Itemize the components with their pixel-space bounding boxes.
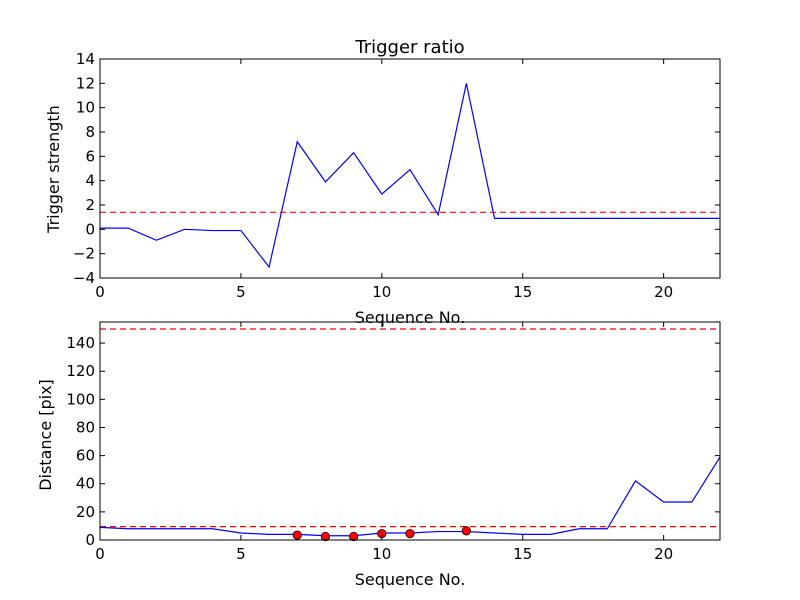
series-line	[100, 83, 720, 269]
series-line	[99, 456, 721, 537]
y-tick-label: 2	[85, 196, 95, 214]
x-tick-label: 20	[654, 283, 673, 301]
y-tick-label: 8	[85, 123, 95, 141]
y-axis-label: Trigger strength	[44, 105, 63, 234]
y-tick-label: 6	[85, 147, 95, 165]
y-tick-label: 80	[76, 418, 95, 436]
x-tick-label: 20	[654, 545, 673, 563]
data-point	[349, 531, 359, 542]
y-tick-label: 10	[76, 99, 95, 117]
y-tick-label: 14	[76, 50, 95, 68]
x-tick-label: 10	[372, 283, 391, 301]
distance-plot: Sequence No. Distance [pix] 0 5 10 15 20 0 20 4…	[36, 321, 721, 589]
x-tick-label: 15	[513, 545, 532, 563]
y-tick-label: 12	[76, 74, 95, 92]
y-tick-label: 140	[66, 334, 95, 352]
y-tick-label: 120	[66, 362, 95, 380]
y-tick-label: 40	[76, 475, 95, 493]
y-tick-label: 4	[85, 172, 95, 190]
x-tick-label: 15	[513, 283, 532, 301]
chart-title: Trigger ratio	[354, 37, 464, 58]
data-point	[292, 530, 302, 540]
y-tick-label: 100	[66, 390, 95, 408]
data-point	[320, 531, 331, 542]
x-tick-label: 5	[236, 545, 246, 563]
y-tick-label: 0	[85, 531, 95, 549]
x-tick-label: 5	[236, 283, 246, 301]
plot-frame	[99, 321, 721, 541]
x-axis-label: Sequence No.	[355, 308, 466, 327]
data-point	[405, 529, 415, 539]
y-tick-label: 20	[76, 503, 95, 521]
y-axis-label: Distance [pix]	[36, 379, 55, 491]
data-point	[461, 526, 471, 536]
x-tick-label: 0	[95, 545, 105, 563]
x-axis-label: Sequence No.	[355, 570, 466, 589]
y-tick-label: −2	[73, 245, 95, 263]
x-tick-label: 10	[372, 545, 391, 563]
y-tick-label: 60	[76, 447, 95, 465]
trigger-ratio-plot: Trigger ratio Sequence No. Trigger stren…	[44, 37, 721, 327]
plot-frame	[99, 58, 721, 279]
y-tick-label: −4	[73, 269, 95, 287]
x-tick-label: 0	[95, 283, 105, 301]
y-tick-label: 0	[85, 220, 95, 238]
